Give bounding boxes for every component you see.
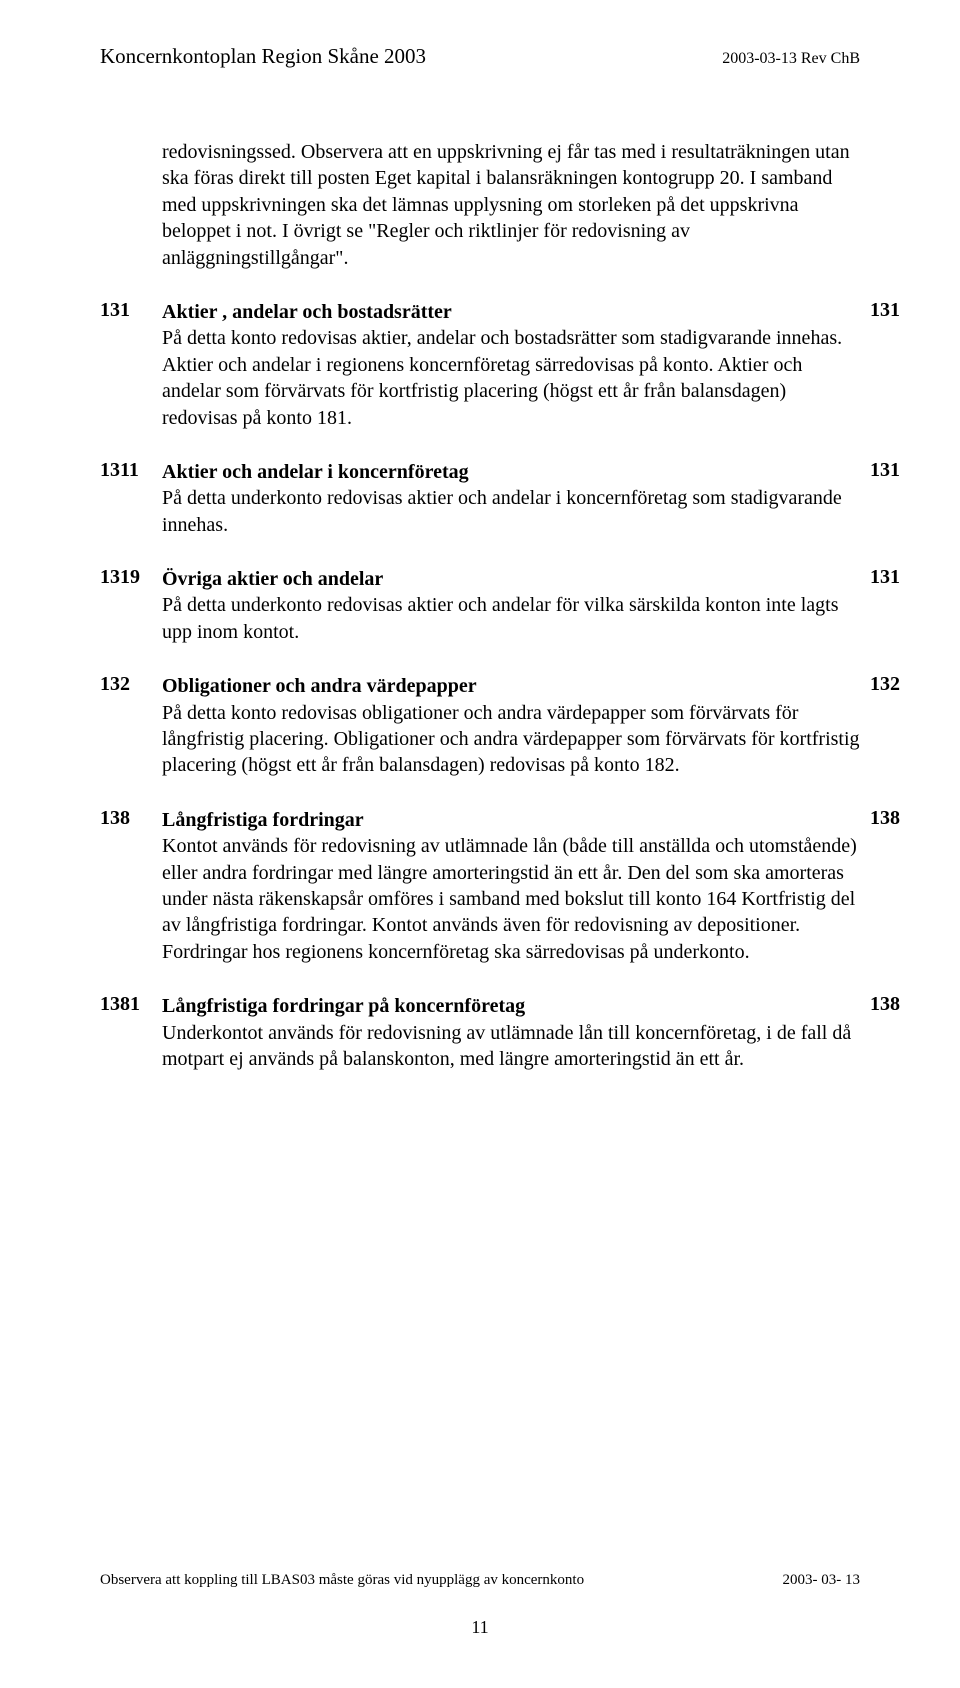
intro-paragraph: redovisningssed. Observera att en uppskr…: [162, 139, 860, 271]
code-left: 131: [100, 299, 155, 322]
entry-body: Långfristiga fordringar Kontot används f…: [162, 807, 860, 965]
entry-131: 131 131 Aktier , andelar och bostadsrätt…: [162, 299, 860, 431]
entry-title: Långfristiga fordringar: [162, 809, 364, 831]
footer-row: Observera att koppling till LBAS03 måste…: [100, 1572, 860, 1589]
entry-text: Kontot används för redovisning av utlämn…: [162, 835, 857, 963]
entry-text: På detta underkonto redovisas aktier och…: [162, 487, 842, 535]
entry-text: Underkontot används för redovisning av u…: [162, 1022, 851, 1070]
page-number: 11: [100, 1617, 860, 1638]
entry-text: På detta konto redovisas obligationer oc…: [162, 702, 860, 777]
entry-body: Aktier , andelar och bostadsrätter På de…: [162, 299, 860, 431]
header-title: Koncernkontoplan Region Skåne 2003: [100, 44, 426, 69]
code-right: 131: [870, 566, 900, 589]
entry-138: 138 138 Långfristiga fordringar Kontot a…: [162, 807, 860, 965]
entry-body: Aktier och andelar i koncernföretag På d…: [162, 459, 860, 538]
code-right: 132: [870, 673, 900, 696]
entry-title: Långfristiga fordringar på koncernföreta…: [162, 995, 525, 1017]
page-header: Koncernkontoplan Region Skåne 2003 2003-…: [100, 44, 860, 69]
code-left: 132: [100, 673, 155, 696]
entry-1319: 1319 131 Övriga aktier och andelar På de…: [162, 566, 860, 645]
code-left: 1381: [100, 993, 155, 1016]
code-left: 1319: [100, 566, 155, 589]
code-left: 1311: [100, 459, 155, 482]
entry-1381: 1381 138 Långfristiga fordringar på konc…: [162, 993, 860, 1072]
entry-title: Övriga aktier och andelar: [162, 568, 383, 590]
footer-date: 2003- 03- 13: [783, 1572, 861, 1589]
entry-title: Aktier , andelar och bostadsrätter: [162, 301, 452, 323]
header-revision: 2003-03-13 Rev ChB: [722, 50, 860, 68]
entry-body: Obligationer och andra värdepapper På de…: [162, 673, 860, 779]
entry-body: Långfristiga fordringar på koncernföreta…: [162, 993, 860, 1072]
entry-body: Övriga aktier och andelar På detta under…: [162, 566, 860, 645]
code-right: 138: [870, 993, 900, 1016]
code-right: 131: [870, 459, 900, 482]
code-right: 131: [870, 299, 900, 322]
code-left: 138: [100, 807, 155, 830]
entry-title: Aktier och andelar i koncernföretag: [162, 461, 469, 483]
code-right: 138: [870, 807, 900, 830]
entry-132: 132 132 Obligationer och andra värdepapp…: [162, 673, 860, 779]
entry-text: På detta underkonto redovisas aktier och…: [162, 594, 838, 642]
content-area: redovisningssed. Observera att en uppskr…: [100, 139, 860, 1072]
page-footer: Observera att koppling till LBAS03 måste…: [100, 1572, 860, 1638]
entry-text: På detta konto redovisas aktier, andelar…: [162, 327, 842, 428]
entry-1311: 1311 131 Aktier och andelar i koncernför…: [162, 459, 860, 538]
entry-title: Obligationer och andra värdepapper: [162, 675, 477, 697]
footer-note: Observera att koppling till LBAS03 måste…: [100, 1572, 584, 1589]
page-container: Koncernkontoplan Region Skåne 2003 2003-…: [0, 0, 960, 1688]
